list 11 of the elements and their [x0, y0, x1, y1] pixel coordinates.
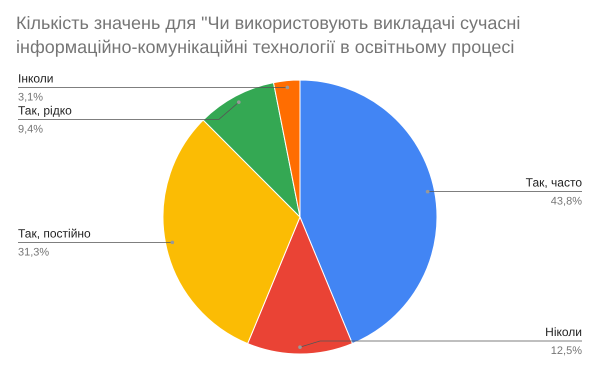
- slice-label: Інколи: [18, 71, 54, 86]
- data-label: 31,3%: [18, 246, 50, 258]
- slice-label: Так, постійно: [18, 226, 92, 240]
- data-label: 43,8%: [550, 196, 582, 208]
- data-label: 9,4%: [18, 123, 44, 136]
- slice-label: Так, рідко: [18, 103, 72, 118]
- slice-label: Так, часто: [526, 176, 582, 190]
- data-label: 12,5%: [550, 345, 582, 357]
- chart-title: Кількість значень для "Чи використовують викладачі сучасні інформаційно-комунікаційні технології в освітньому процесі: [16, 13, 520, 57]
- data-label: 3,1%: [18, 91, 44, 104]
- slice-label: Ніколи: [545, 325, 582, 339]
